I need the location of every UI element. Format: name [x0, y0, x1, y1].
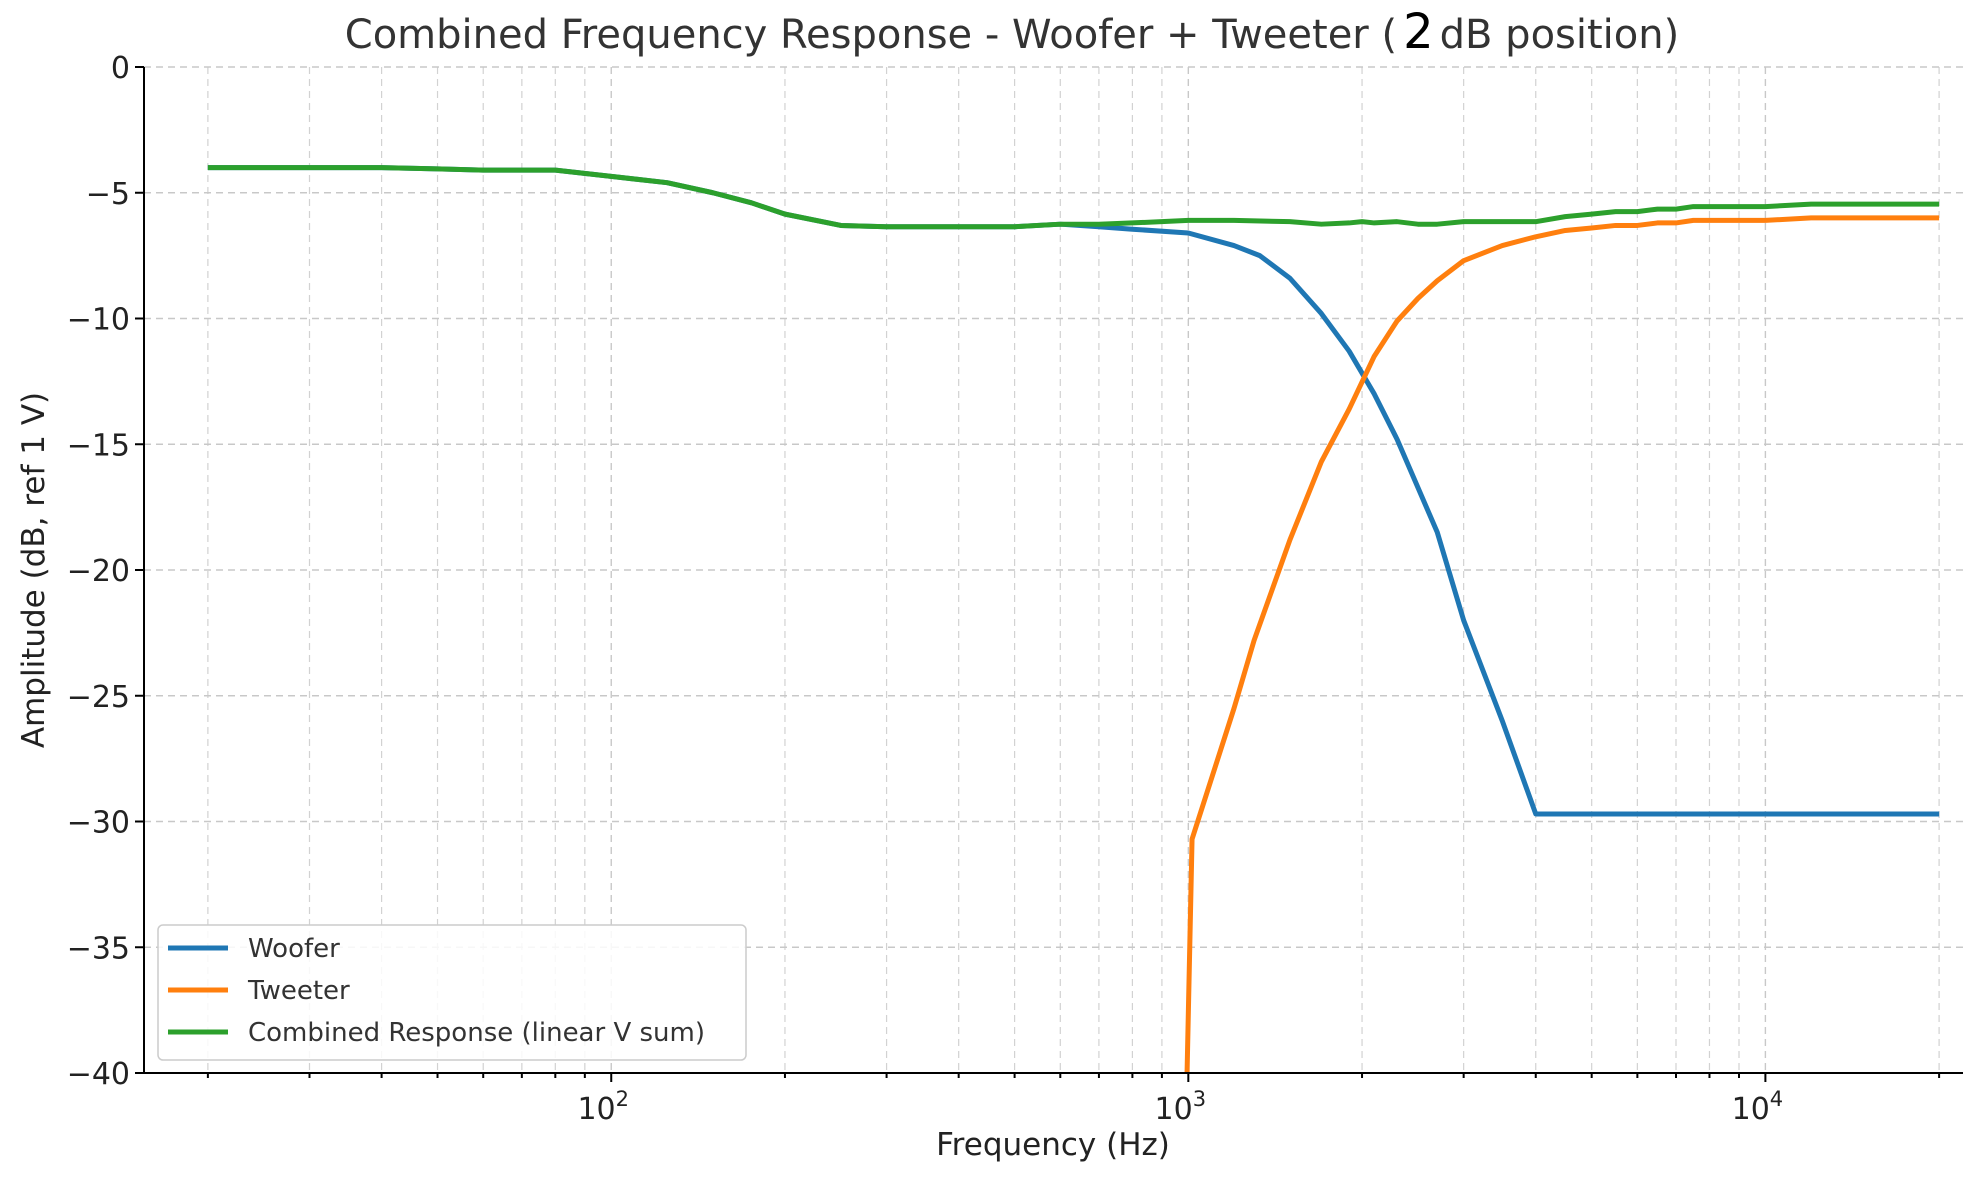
- legend-label-tweeter: Tweeter: [247, 976, 350, 1006]
- grid-layer: [144, 66, 1963, 1074]
- title-suffix: dB position): [1440, 12, 1680, 58]
- x-tick-label: 103: [1155, 1087, 1207, 1127]
- y-tick-label: −15: [67, 428, 130, 463]
- chart-title: Combined Frequency Response - Woofer + T…: [345, 4, 1679, 60]
- y-tick-label: −25: [67, 680, 130, 715]
- legend-label-combined-response-linear-v-sum: Combined Response (linear V sum): [248, 1018, 705, 1048]
- x-axis-label: Frequency (Hz): [936, 1127, 1170, 1163]
- axes-layer: [143, 67, 1963, 1074]
- series-line-combined-response-linear-v-sum: [207, 165, 1940, 230]
- series-line-tweeter: [1184, 215, 1940, 1074]
- x-tick-label: 104: [1732, 1087, 1784, 1127]
- y-tick-label: −20: [67, 554, 130, 589]
- y-tick-label: −10: [67, 303, 130, 338]
- y-tick-label: 0: [111, 51, 130, 86]
- legend-label-woofer: Woofer: [248, 934, 340, 964]
- title-value: 2: [1403, 4, 1434, 60]
- y-tick-label: −5: [86, 177, 130, 212]
- y-tick-label: −35: [67, 931, 130, 966]
- y-tick-label: −30: [67, 806, 130, 841]
- x-tick-label: 102: [577, 1087, 629, 1127]
- legend-box: [157, 924, 747, 1061]
- y-tick-label: −40: [67, 1057, 130, 1092]
- ticks-layer: 0 −5 −10 −15 −20 −25 −30 −35 −40 102 103 104: [67, 51, 1941, 1127]
- legend-entries: Woofer Tweeter Combined Response (linear V…: [168, 934, 705, 1048]
- series-layer: [207, 165, 1940, 1074]
- y-axis-label: Amplitude (dB, ref 1 V): [16, 392, 52, 748]
- title-prefix: Combined Frequency Response - Woofer + T…: [345, 12, 1397, 58]
- series-line-woofer: [207, 165, 1940, 817]
- legend: Woofer Tweeter Combined Response (linear V…: [157, 924, 747, 1061]
